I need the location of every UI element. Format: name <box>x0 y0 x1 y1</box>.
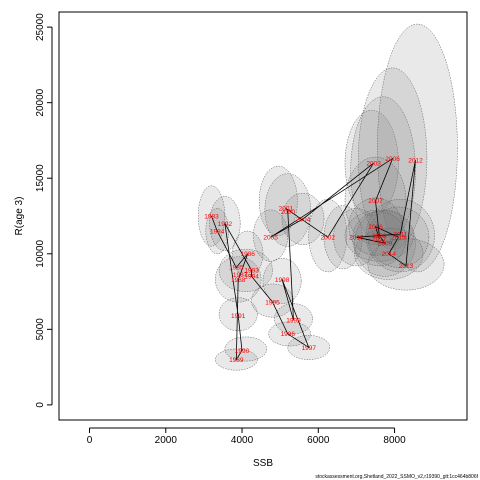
year-label-2017: 2017 <box>372 236 387 243</box>
y-tick-label: 15000 <box>35 164 46 192</box>
year-label-1999: 1999 <box>286 318 301 325</box>
x-tick-label: 0 <box>87 435 93 446</box>
year-label-1992: 1992 <box>218 221 233 228</box>
uncertainty-ellipse <box>344 109 399 217</box>
year-label-2010: 2010 <box>349 235 364 242</box>
uncertainty-ellipse <box>377 23 458 273</box>
year-label-1994: 1994 <box>244 274 259 281</box>
y-tick-label: 0 <box>35 402 46 408</box>
year-label-1997: 1997 <box>302 345 317 352</box>
year-label-2002: 2002 <box>321 235 336 242</box>
year-label-1998: 1998 <box>275 277 290 284</box>
uncertainty-ellipse <box>365 199 435 273</box>
year-label-1987: 1987 <box>233 272 248 279</box>
year-label-2014: 2014 <box>382 251 397 258</box>
year-label-1988: 1988 <box>231 277 246 284</box>
uncertainty-ellipse <box>323 205 363 270</box>
y-axis: 0 5000 10000 15000 20000 25000 <box>35 13 53 408</box>
footer-source: stockassessment.org,Shetland_2022_SSMO_v… <box>315 474 478 480</box>
year-label-1986: 1986 <box>240 251 255 258</box>
year-label-1985: 1985 <box>229 265 244 272</box>
uncertainty-ellipse <box>268 321 311 347</box>
year-label-1996: 1996 <box>281 331 296 338</box>
year-label-1991: 1991 <box>231 313 246 320</box>
uncertainty-ellipse <box>224 336 268 362</box>
year-label-1995: 1995 <box>265 299 280 306</box>
year-label-2001: 2001 <box>279 206 294 213</box>
x-axis: 0 2000 4000 6000 8000 <box>87 427 406 446</box>
year-label-2009: 2009 <box>378 241 393 248</box>
x-tick-label: 2000 <box>155 435 178 446</box>
year-label-2005: 2005 <box>263 235 278 242</box>
uncertainty-ellipse <box>253 209 289 262</box>
y-tick-label: 5000 <box>35 318 46 341</box>
y-tick-label: 25000 <box>35 13 46 41</box>
x-axis-title: SSB <box>253 458 273 469</box>
year-label-2006: 2006 <box>385 156 400 163</box>
year-label-2015: 2015 <box>391 235 406 242</box>
year-label-2013: 2013 <box>399 263 414 270</box>
x-tick-label: 4000 <box>231 435 254 446</box>
year-label-2008: 2008 <box>372 233 387 240</box>
x-tick-label: 6000 <box>307 435 330 446</box>
year-label-2004: 2004 <box>296 216 311 223</box>
year-label-1993: 1993 <box>244 268 259 275</box>
year-label-1990: 1990 <box>235 348 250 355</box>
plot-frame <box>58 11 468 421</box>
uncertainty-ellipse <box>251 283 294 318</box>
y-tick-label: 10000 <box>35 239 46 267</box>
year-label-2011: 2011 <box>393 231 407 238</box>
year-label-1989: 1989 <box>229 357 244 364</box>
y-tick-label: 20000 <box>35 88 46 116</box>
year-label-2007: 2007 <box>368 198 383 205</box>
year-label-1983: 1983 <box>204 213 219 220</box>
year-label-2016: 2016 <box>368 224 383 231</box>
year-label-2003: 2003 <box>366 160 381 167</box>
uncertainty-ellipse <box>350 96 416 245</box>
time-trajectory-line <box>211 157 416 362</box>
year-label-1984: 1984 <box>210 228 225 235</box>
year-label-2000: 2000 <box>281 209 296 216</box>
y-axis-title: R(age 3) <box>14 197 25 236</box>
year-label-2012: 2012 <box>408 157 423 164</box>
x-tick-label: 8000 <box>383 435 406 446</box>
